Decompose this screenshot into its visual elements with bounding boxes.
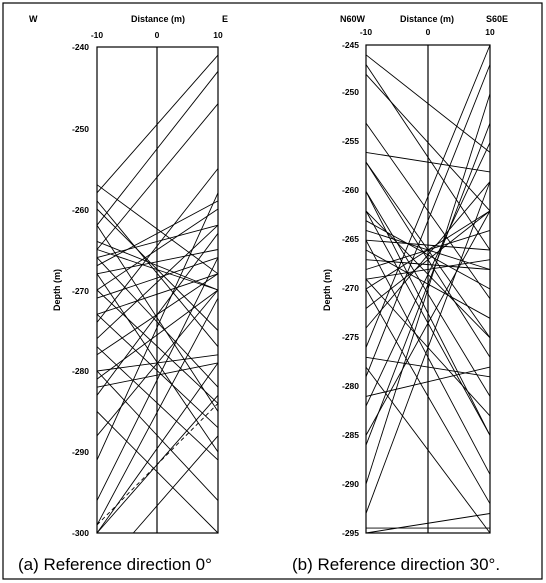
panel-a-fracture-trace <box>96 240 219 291</box>
panel-b-fracture-trace <box>365 239 491 475</box>
panel-a-fracture-trace <box>96 200 219 347</box>
panel-b-fracture-trace <box>365 191 491 397</box>
panel-a-fracture-trace <box>96 289 219 404</box>
panel-b-fracture-trace <box>365 122 491 300</box>
panel-a-ytick: -250 <box>72 124 89 134</box>
panel-b-ytick: -265 <box>342 234 359 244</box>
panel-a-right-direction: E <box>222 14 228 24</box>
panel-b-fracture-trace <box>365 64 491 251</box>
panel-a-xtick-right: 10 <box>213 30 223 40</box>
panel-b-right-direction: S60E <box>486 14 508 24</box>
panel-b: N60W Distance (m) S60E -10 0 10 -245 -25… <box>292 14 508 574</box>
panel-a-fracture-trace <box>96 200 219 267</box>
panel-b-ytick: -275 <box>342 332 359 342</box>
panel-a-xtick-center: 0 <box>155 30 160 40</box>
panel-a-fracture-trace <box>96 184 219 275</box>
panel-a-fracture-trace <box>96 370 219 501</box>
panel-a-fracture-trace <box>96 346 219 461</box>
panel-a-fracture-trace <box>96 297 219 526</box>
panel-b-fracture-trace <box>365 93 491 485</box>
panel-a-fracture-trace <box>96 362 219 388</box>
panel-b-fracture-trace <box>365 161 491 358</box>
panel-b-ytick: -285 <box>342 430 359 440</box>
panel-b-fracture-trace <box>365 356 491 378</box>
panel-a-ytick: -270 <box>72 286 89 296</box>
panel-b-left-direction: N60W <box>340 14 366 24</box>
panel-a-fracture-trace <box>96 273 219 315</box>
panel-a-ytick: -290 <box>72 447 89 457</box>
panel-b-fracture-trace <box>365 210 491 436</box>
panel-a-fracture-trace <box>96 249 219 275</box>
panel-a-fracture-trace <box>96 224 219 259</box>
panel-a-left-direction: W <box>29 14 38 24</box>
panel-b-fracture-trace <box>365 288 491 504</box>
panel-a-fracture-trace <box>96 411 219 534</box>
panel-b-fracture-trace <box>365 73 491 212</box>
panel-a-fracture-trace <box>96 192 219 461</box>
panel-b-fracture-trace <box>365 366 491 397</box>
panel-a: W Distance (m) E -10 0 10 -240 -250 -260… <box>18 14 228 574</box>
panel-a-fracture-trace <box>96 273 219 453</box>
panel-b-ytick: -270 <box>342 283 359 293</box>
panel-a-ytick: -240 <box>72 42 89 52</box>
panel-b-fracture-trace <box>365 151 491 173</box>
panel-a-fracture-trace <box>96 257 219 388</box>
panel-a-plot-area <box>96 46 219 534</box>
panel-b-ytick: -295 <box>342 528 359 538</box>
panel-b-ytick: -280 <box>342 381 359 391</box>
panel-a-x-axis-label: Distance (m) <box>131 14 185 24</box>
panel-a-xtick-left: -10 <box>91 30 104 40</box>
panel-a-fracture-trace <box>132 435 219 534</box>
panel-a-fracture-trace <box>96 208 219 331</box>
panel-a-fracture-trace <box>96 168 219 323</box>
panel-b-fracture-trace <box>365 181 491 329</box>
panel-b-xtick-center: 0 <box>426 27 431 37</box>
panel-b-fracture-trace <box>365 513 491 534</box>
panel-a-fracture-trace <box>96 54 219 194</box>
panel-a-fracture-trace <box>96 257 219 501</box>
panel-b-fracture-trace <box>365 366 491 534</box>
panel-b-ytick: -250 <box>342 87 359 97</box>
panel-b-plot-area <box>365 44 491 534</box>
panel-b-fracture-trace <box>365 259 491 270</box>
panel-b-ytick: -245 <box>342 40 359 50</box>
panel-a-fracture-trace <box>96 313 219 429</box>
panel-a-caption: (a) Reference direction 0° <box>18 555 212 574</box>
panel-a-fracture-trace <box>96 403 219 526</box>
panel-a-ytick: -300 <box>72 528 89 538</box>
panel-a-ytick: -280 <box>72 366 89 376</box>
panel-b-xtick-left: -10 <box>360 27 373 37</box>
panel-a-fracture-trace <box>96 224 219 339</box>
panel-b-fracture-trace <box>365 210 491 290</box>
panel-b-caption: (b) Reference direction 30°. <box>292 555 500 574</box>
panel-b-ytick: -290 <box>342 479 359 489</box>
panel-a-fracture-trace <box>96 233 219 396</box>
panel-a-ytick: -260 <box>72 205 89 215</box>
panel-b-xtick-right: 10 <box>485 27 495 37</box>
panel-b-fracture-trace <box>365 181 491 514</box>
panel-b-x-axis-label: Distance (m) <box>400 14 454 24</box>
panel-b-ytick: -260 <box>342 185 359 195</box>
panel-a-fracture-trace <box>96 289 219 380</box>
panel-b-y-axis-label: Depth (m) <box>322 269 332 311</box>
panel-b-fracture-trace <box>365 44 491 348</box>
panel-a-fracture-trace <box>96 257 219 299</box>
panel-b-fracture-trace <box>365 210 491 339</box>
panel-b-fracture-trace <box>365 54 491 153</box>
panel-a-y-axis-label: Depth (m) <box>52 269 62 311</box>
panel-b-ytick: -255 <box>342 136 359 146</box>
panel-a-fracture-trace <box>96 208 219 291</box>
